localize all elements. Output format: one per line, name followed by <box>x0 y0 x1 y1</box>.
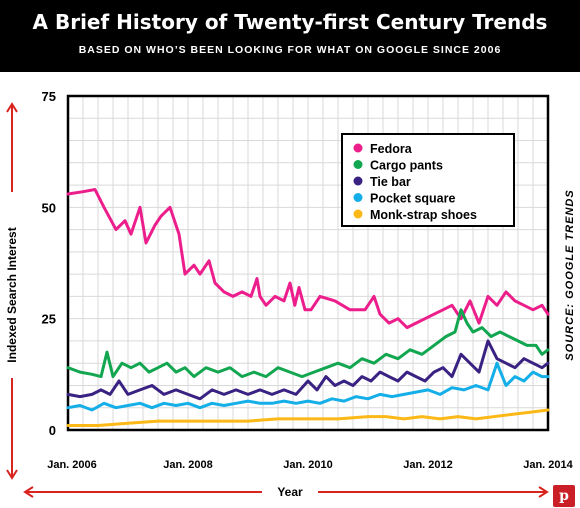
x-axis-arrow-head-left <box>23 486 34 498</box>
series-line-fedora <box>66 188 550 330</box>
line-chart: 0 25 50 75 Jan. 2006 Jan. 2008 Jan. 2010 Jan. 2… <box>5 89 576 499</box>
legend-marker <box>353 176 363 186</box>
plot-frame <box>66 94 550 432</box>
legend-label: Monk-strap shoes <box>370 208 477 222</box>
x-axis-arrow-head-right <box>538 486 549 498</box>
pinterest-icon[interactable]: p <box>553 485 575 507</box>
legend-marker <box>353 193 363 202</box>
chart-subtitle: BASED ON WHO’S BEEN LOOKING FOR WHAT ON … <box>78 44 502 56</box>
x-tick-label: Jan. 2008 <box>163 459 213 471</box>
y-axis-arrow-head-down <box>6 469 18 480</box>
series-line-tie-bar <box>66 339 550 401</box>
source-note: SOURCE: GOOGLE TRENDS <box>564 189 576 360</box>
x-tick-label: Jan. 2012 <box>403 459 453 471</box>
legend-label: Cargo pants <box>370 159 443 173</box>
legend-label: Pocket square <box>370 192 456 206</box>
header-banner: A Brief History of Twenty-first Century … <box>0 0 580 72</box>
legend-box <box>341 133 515 227</box>
y-tick-label: 50 <box>42 200 56 215</box>
x-tick-label: Jan. 2010 <box>283 459 333 471</box>
series-line-pocket-square <box>66 361 550 412</box>
legend-label: Tie bar <box>370 175 411 189</box>
legend-marker <box>353 160 363 169</box>
x-axis-label: Year <box>277 485 303 499</box>
legend-marker <box>353 143 363 153</box>
series-line-monk-strap-shoes <box>66 408 550 427</box>
chart-title: A Brief History of Twenty-first Century … <box>32 10 548 34</box>
series-line-cargo-pants <box>66 308 550 379</box>
y-tick-label: 0 <box>49 423 56 438</box>
x-tick-label: Jan. 2006 <box>47 459 97 471</box>
y-tick-label: 25 <box>42 312 56 327</box>
y-tick-label: 75 <box>42 89 56 104</box>
legend-marker <box>353 209 363 219</box>
y-axis-label: Indexed Search Interest <box>5 227 19 362</box>
legend-label: Fedora <box>370 142 413 156</box>
y-axis-arrow-head-up <box>6 102 18 113</box>
x-tick-label: Jan. 2014 <box>523 459 573 471</box>
